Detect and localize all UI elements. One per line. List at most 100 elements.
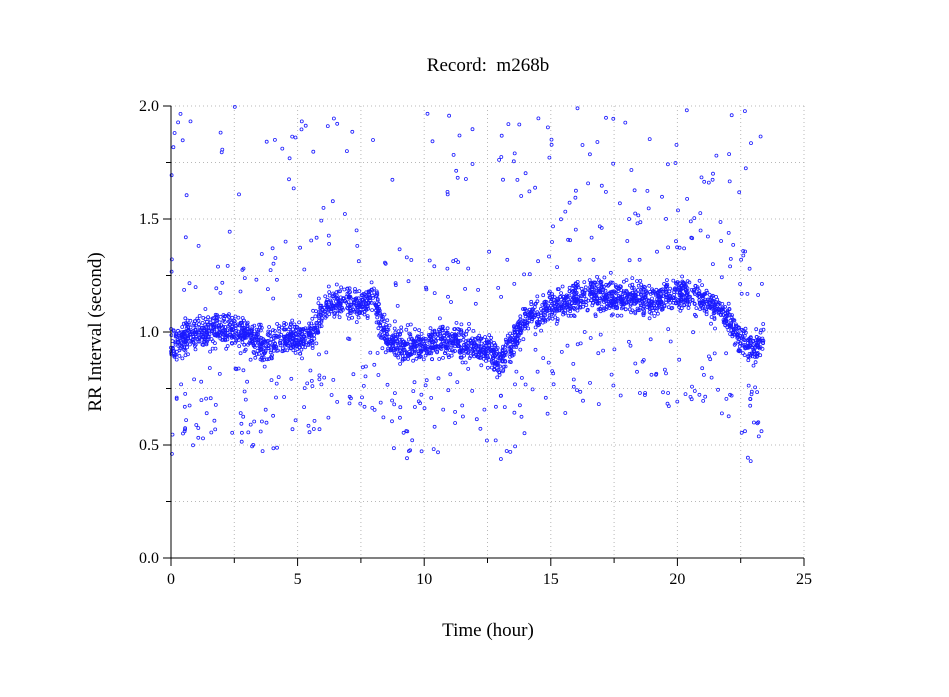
data-point (563, 411, 568, 415)
data-point (286, 337, 291, 342)
data-point (224, 334, 229, 339)
data-point (436, 450, 440, 455)
data-point (388, 348, 393, 353)
data-point (706, 234, 710, 239)
data-point (643, 289, 648, 294)
data-point (232, 321, 237, 326)
data-point (662, 304, 667, 309)
data-point (394, 346, 399, 350)
data-point (419, 349, 424, 353)
data-point (474, 417, 479, 422)
data-point (361, 291, 366, 296)
data-point (191, 339, 195, 344)
data-point (381, 325, 386, 330)
data-point (711, 171, 715, 176)
data-point (425, 351, 429, 356)
data-point (357, 289, 362, 294)
data-point (560, 284, 565, 289)
data-point (578, 305, 583, 310)
data-point (193, 347, 198, 352)
data-point (256, 328, 261, 333)
data-point (303, 326, 308, 331)
data-point (712, 351, 717, 356)
data-point (378, 324, 383, 328)
data-point (179, 341, 184, 346)
x-tick-label: 10 (416, 571, 432, 588)
data-point (647, 298, 651, 303)
data-point (298, 327, 303, 331)
data-point (694, 306, 699, 311)
data-point (290, 134, 295, 139)
y-tick-label: 1.0 (139, 324, 159, 341)
data-point (436, 376, 441, 381)
data-point (559, 349, 564, 354)
data-point (635, 369, 639, 374)
data-point (340, 306, 344, 311)
data-point (312, 333, 317, 338)
data-point (494, 347, 499, 352)
data-point (601, 348, 605, 353)
data-point (242, 342, 247, 347)
data-point (421, 336, 426, 341)
data-point (506, 122, 511, 126)
data-point (360, 395, 364, 400)
data-point (331, 116, 336, 121)
data-point (466, 338, 471, 343)
data-point (604, 115, 608, 120)
data-point (445, 189, 450, 194)
data-point (697, 278, 702, 283)
data-point (310, 384, 315, 389)
data-point (576, 305, 580, 309)
data-point (282, 395, 287, 399)
data-point (332, 314, 337, 319)
data-point (269, 378, 274, 383)
data-point (594, 282, 599, 287)
data-point (216, 333, 221, 338)
data-point (549, 308, 554, 312)
data-point (713, 303, 718, 307)
data-point (392, 334, 397, 339)
data-point (186, 336, 191, 341)
data-point (387, 323, 392, 328)
data-point (185, 334, 190, 339)
data-point (470, 349, 475, 354)
data-point (207, 366, 212, 370)
data-point (504, 449, 509, 453)
data-point (487, 333, 492, 338)
data-point (441, 355, 445, 360)
data-point (685, 279, 690, 284)
data-point (566, 237, 570, 242)
data-point (683, 297, 688, 302)
data-point (262, 364, 267, 369)
data-point (339, 285, 344, 290)
data-point (232, 319, 237, 324)
data-point (478, 426, 483, 431)
data-point (400, 351, 405, 356)
data-point (384, 323, 389, 327)
data-point (363, 364, 368, 369)
data-point (406, 279, 411, 284)
data-point (311, 149, 316, 154)
data-point (492, 367, 497, 372)
data-point (391, 446, 396, 451)
data-point (273, 341, 277, 346)
data-point (315, 325, 320, 330)
data-point (713, 307, 717, 312)
data-point (588, 336, 593, 340)
data-point (229, 340, 234, 345)
data-point (378, 335, 383, 340)
data-point (326, 233, 331, 238)
data-point (619, 302, 624, 307)
data-point (611, 161, 616, 166)
data-point (260, 449, 265, 454)
data-point (652, 290, 657, 294)
x-tick-label: 20 (669, 571, 685, 588)
data-point (550, 240, 554, 244)
data-point (453, 333, 458, 338)
data-point (283, 239, 288, 244)
data-point (743, 109, 747, 113)
data-point (685, 196, 689, 201)
data-point (406, 357, 410, 361)
data-point (585, 307, 590, 312)
data-point (519, 414, 524, 419)
